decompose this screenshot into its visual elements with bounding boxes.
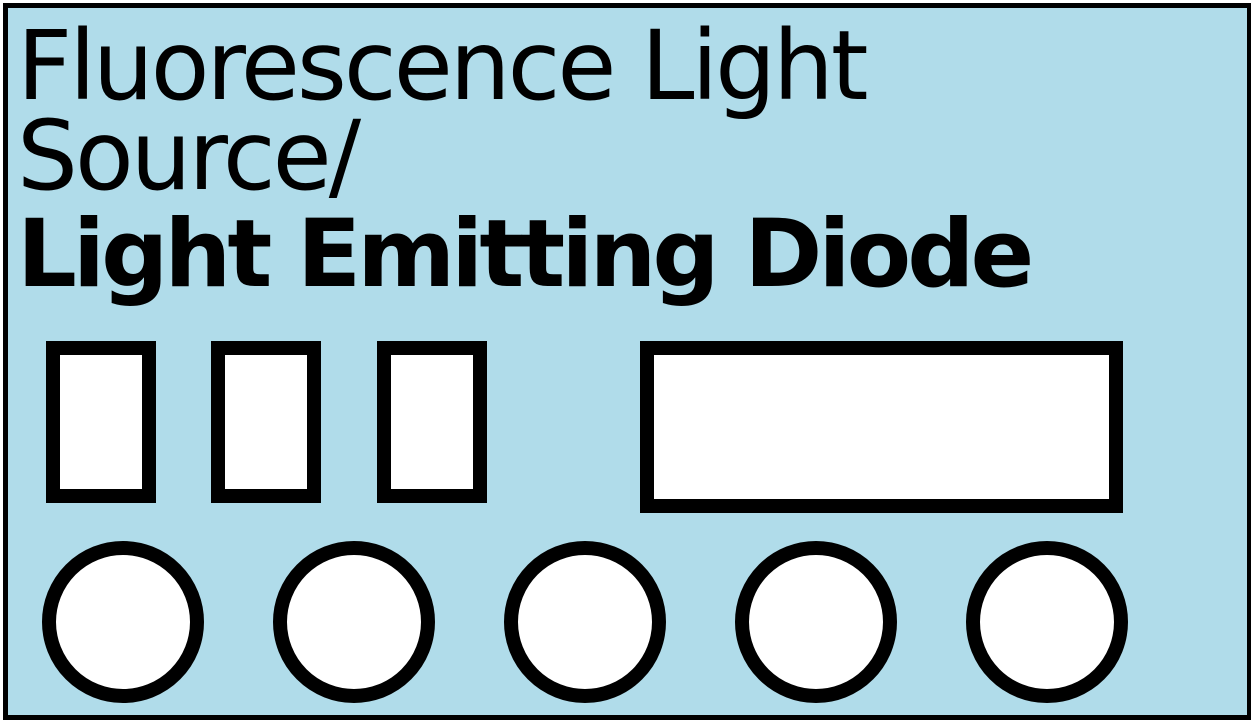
control-knob-4 — [735, 541, 897, 703]
display-window — [640, 341, 1123, 513]
device-title-line-1: Fluorescence Light — [17, 10, 869, 122]
device-title-line-3: Light Emitting Diode — [17, 200, 1034, 309]
control-knob-1 — [42, 541, 204, 703]
control-knob-5 — [966, 541, 1128, 703]
port-slot-3 — [377, 341, 487, 503]
port-slot-1 — [46, 341, 156, 503]
device-panel: Fluorescence Light Source/ Light Emittin… — [3, 3, 1251, 720]
port-slot-2 — [211, 341, 321, 503]
control-knob-2 — [273, 541, 435, 703]
device-title-line-2: Source/ — [17, 100, 361, 212]
control-knob-3 — [504, 541, 666, 703]
